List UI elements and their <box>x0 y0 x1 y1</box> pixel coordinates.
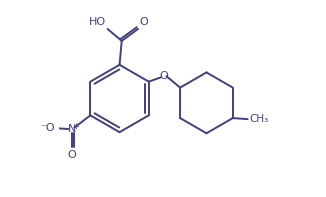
Text: O: O <box>140 17 149 27</box>
Text: +: + <box>72 122 79 131</box>
Text: HO: HO <box>89 17 107 27</box>
Text: ⁻O: ⁻O <box>41 123 55 133</box>
Text: O: O <box>159 71 168 81</box>
Text: N: N <box>68 125 76 135</box>
Text: CH₃: CH₃ <box>249 114 268 124</box>
Text: O: O <box>67 150 76 160</box>
